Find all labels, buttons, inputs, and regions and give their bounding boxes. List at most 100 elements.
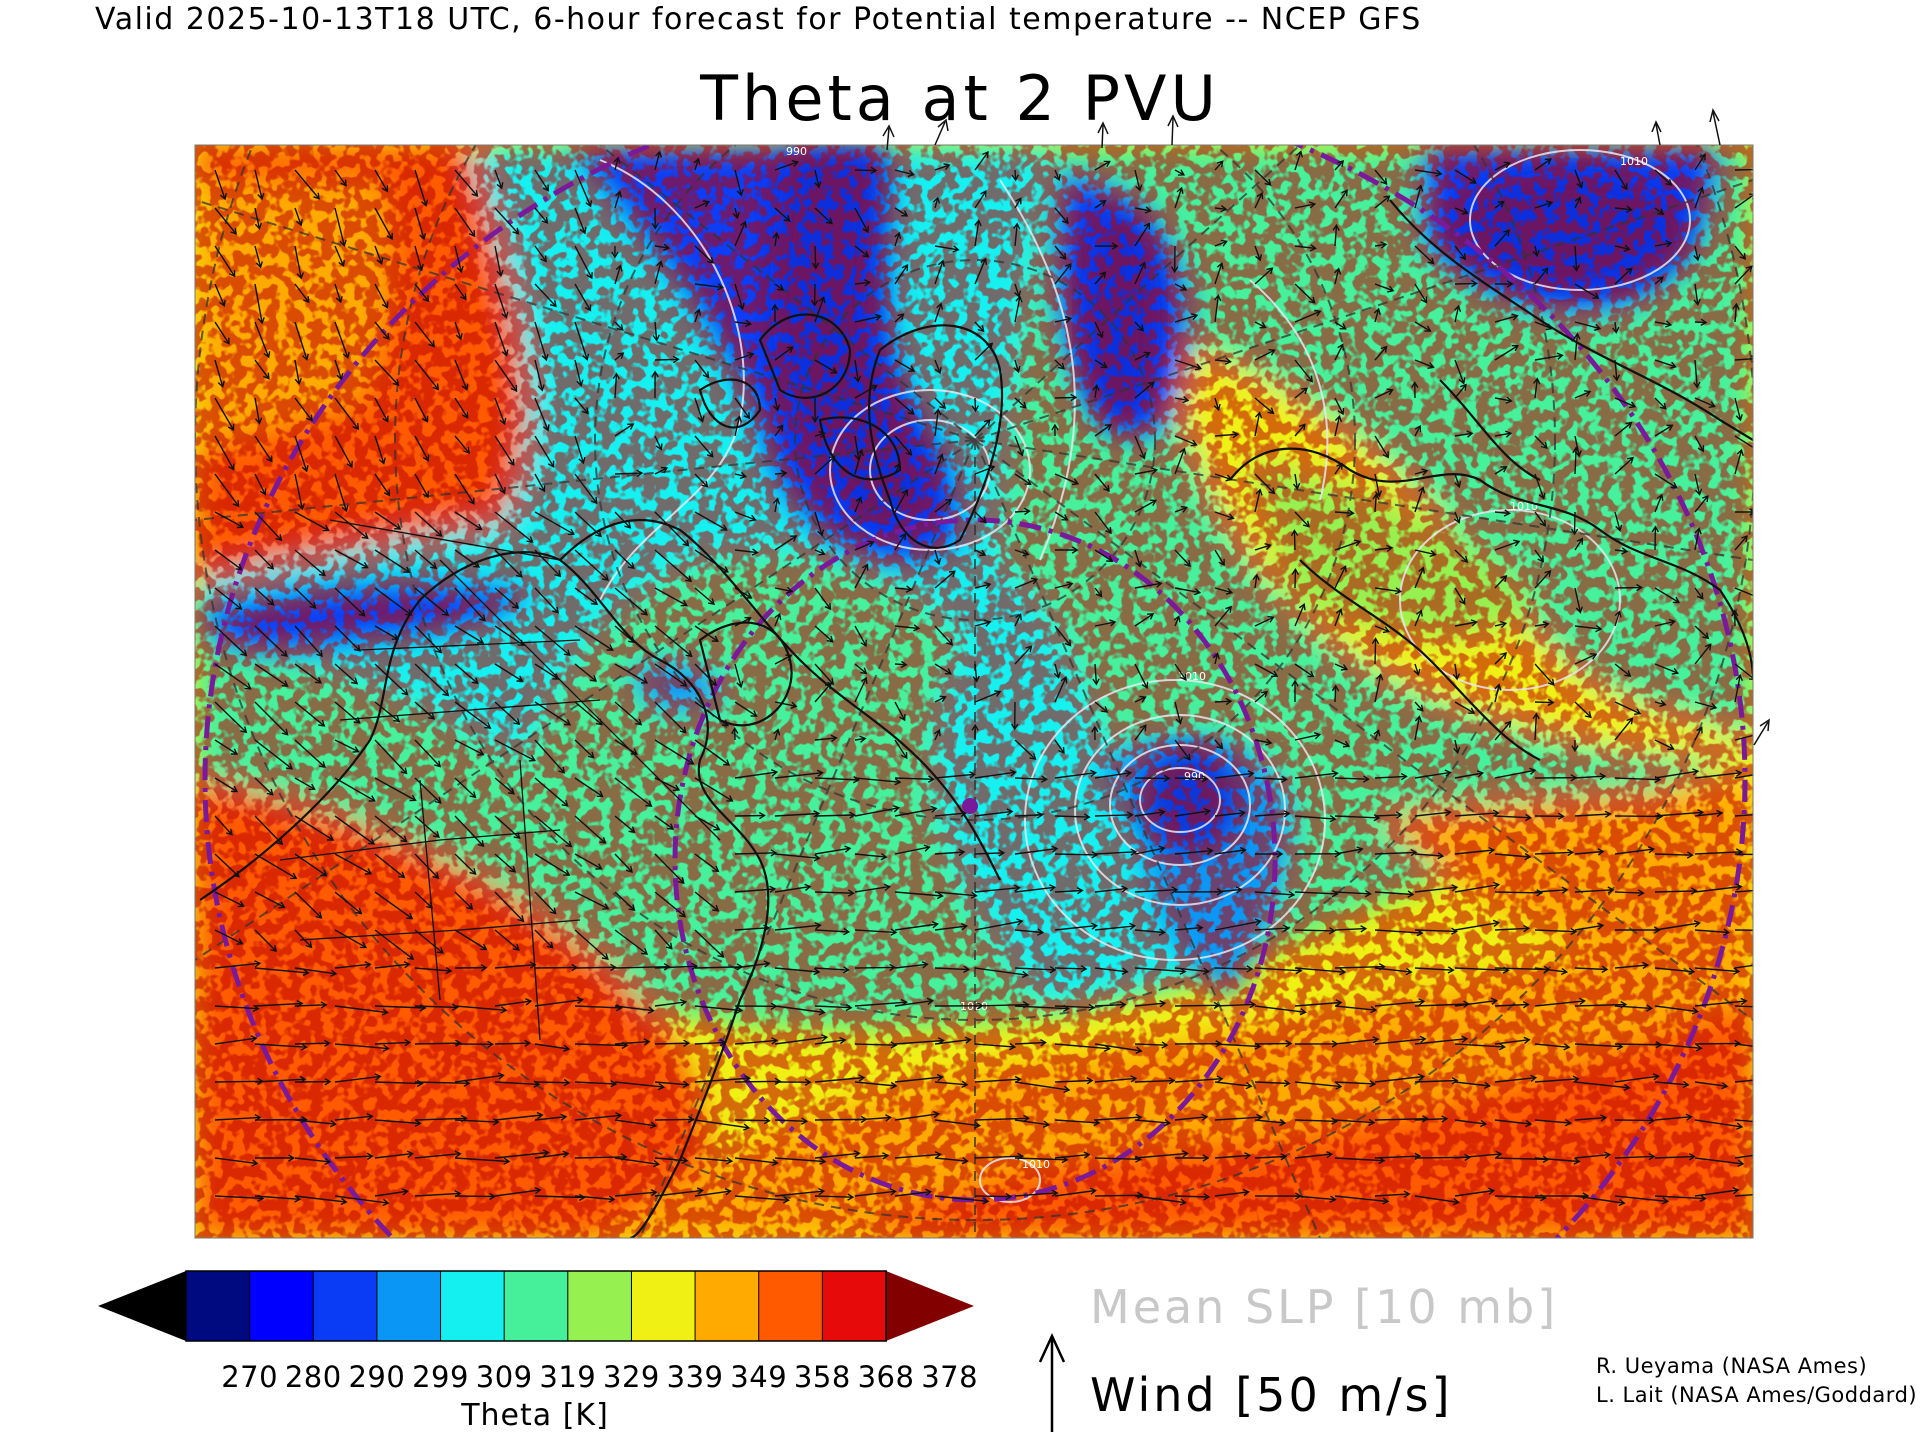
wind-arrow <box>414 207 425 240</box>
wind-arrow <box>454 245 462 272</box>
wind-arrow <box>374 207 393 240</box>
wind-arrow-head <box>275 534 283 542</box>
wind-arrow <box>1294 1119 1337 1122</box>
wind-arrow <box>1614 169 1628 190</box>
wind-arrow-head <box>758 811 766 820</box>
wind-arrow <box>854 625 867 647</box>
wind-arrow-head <box>342 351 350 359</box>
wind-arrow-head <box>386 232 393 241</box>
wind-arrow <box>1734 435 1753 449</box>
wind-arrow <box>934 851 965 855</box>
wind-arrow <box>1134 549 1141 567</box>
wind-scale-arrow <box>1038 1333 1066 1432</box>
wind-arrow <box>494 169 503 189</box>
wind-arrow-head <box>322 524 330 532</box>
wind-arrow <box>814 432 825 437</box>
wind-arrow-head <box>263 351 271 359</box>
wind-arrow <box>1014 578 1038 589</box>
wind-arrow <box>294 625 323 657</box>
wind-arrow <box>974 549 986 556</box>
wind-arrow-head <box>773 728 781 736</box>
wind-arrow <box>374 549 410 573</box>
wind-arrow-head <box>528 755 537 762</box>
wind-arrow <box>814 245 817 269</box>
wind-arrow <box>534 777 569 807</box>
wind-arrow-head <box>1161 1041 1169 1049</box>
wind-arrow-head <box>596 790 604 798</box>
wind-arrow-head <box>1492 881 1501 890</box>
wind-arrow-head <box>1416 929 1424 937</box>
wind-arrow-head <box>297 503 305 511</box>
wind-arrow <box>1374 1155 1421 1159</box>
wind-arrow-head <box>672 784 681 792</box>
wind-arrow <box>1054 889 1083 893</box>
wind-arrow <box>974 691 1001 703</box>
wind-arrow-head <box>590 675 598 682</box>
wind-arrow <box>574 625 613 651</box>
wind-arrow <box>934 409 939 437</box>
wind-arrow-head <box>366 1112 374 1121</box>
wind-arrow-head <box>353 716 361 724</box>
wind-arrow <box>1574 283 1599 299</box>
wind-arrow-head <box>1672 596 1680 604</box>
wind-arrow-head <box>1179 1198 1187 1206</box>
wind-arrow <box>1414 487 1424 513</box>
wind-arrow-head <box>1773 1004 1778 1010</box>
wind-arrow <box>334 283 342 303</box>
wind-arrow-head <box>905 448 913 456</box>
wind-arrow-head <box>1686 851 1694 859</box>
wind-arrow <box>1614 586 1642 589</box>
wind-arrow-head <box>643 1038 651 1046</box>
wind-arrow <box>1014 283 1020 297</box>
wind-arrow <box>1734 1005 1753 1008</box>
wind-arrow-head <box>635 718 643 726</box>
wind-arrow-head <box>352 423 360 431</box>
wind-arrow-head <box>267 562 275 570</box>
wind-arrow <box>1174 448 1186 475</box>
wind-arrow-head <box>392 379 400 386</box>
wind-arrow <box>854 497 862 513</box>
wind-arrow-head <box>500 1006 508 1014</box>
wind-arrow-head <box>1419 1035 1427 1044</box>
wind-arrow <box>254 815 283 845</box>
wind-arrow <box>1534 967 1567 973</box>
wind-arrow <box>1654 770 1699 779</box>
wind-arrow <box>734 1195 789 1201</box>
wind-arrow <box>1014 296 1021 323</box>
wind-arrow <box>614 777 652 807</box>
wind-arrow <box>414 169 427 206</box>
wind-arrow <box>1454 305 1460 323</box>
wind-arrow-head <box>617 352 625 359</box>
wind-arrow <box>1614 267 1633 285</box>
wind-arrow <box>734 511 756 521</box>
wind-arrow <box>294 777 315 790</box>
wind-arrow-head <box>1421 468 1429 476</box>
wind-arrow-head <box>1326 1150 1334 1159</box>
wind-arrow-head <box>1135 560 1143 568</box>
wind-arrow-head <box>616 324 624 331</box>
wind-arrow-head <box>712 904 720 912</box>
wind-arrow <box>734 321 751 325</box>
wind-arrow <box>294 245 302 279</box>
wind-arrow <box>1654 169 1672 186</box>
wind-arrow-head <box>340 179 347 187</box>
wind-arrow <box>1174 926 1203 931</box>
wind-arrow <box>1054 473 1079 485</box>
wind-arrow <box>814 1195 853 1198</box>
wind-arrow <box>574 397 589 414</box>
wind-arrow <box>814 297 825 323</box>
wind-arrow-head <box>772 497 781 505</box>
wind-arrow-head <box>1254 411 1263 419</box>
wind-arrow <box>734 473 746 478</box>
wind-arrow-head <box>1773 927 1778 933</box>
wind-arrow-head <box>542 1149 550 1157</box>
wind-arrow <box>974 321 985 332</box>
wind-arrow <box>1574 924 1604 931</box>
wind-arrow <box>1494 1157 1549 1161</box>
wind-arrow-head <box>720 524 728 531</box>
wind-arrow-head <box>804 1078 812 1086</box>
wind-arrow-head <box>235 563 243 571</box>
wind-arrow <box>1694 967 1739 973</box>
wind-arrow-head <box>1083 1151 1091 1159</box>
wind-arrow <box>1094 1003 1126 1007</box>
